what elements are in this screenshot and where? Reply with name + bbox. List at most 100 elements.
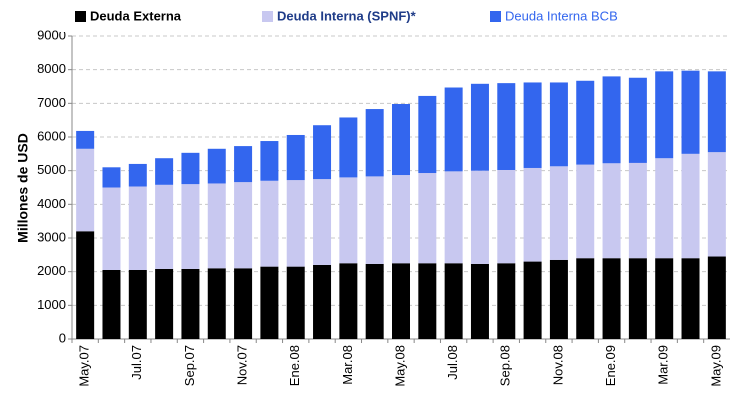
legend-label: Deuda Interna (SPNF)*: [277, 8, 417, 23]
bar-segment: [181, 268, 200, 339]
bar-segment: [549, 166, 568, 260]
bar-segment: [286, 180, 305, 267]
bar-segment: [549, 259, 568, 339]
bar-segment: [497, 263, 516, 339]
x-tick-label: Jul.07: [129, 345, 144, 380]
y-tick-label: 2000: [37, 263, 66, 278]
bar-segment: [128, 269, 147, 339]
y-tick-label: 4000: [37, 196, 66, 211]
x-tick-label: Jul.08: [445, 345, 460, 380]
bar-segment: [655, 158, 674, 259]
bar-segment: [155, 184, 174, 269]
bar-segment: [576, 258, 595, 339]
bar-segment: [260, 141, 279, 181]
bar-segment: [76, 148, 95, 232]
bar-segment: [207, 183, 226, 269]
legend-swatch: [490, 11, 501, 22]
x-tick-label: May.07: [77, 345, 92, 387]
bar-segment: [470, 83, 489, 171]
bar-segment: [681, 258, 700, 339]
bar-segment: [523, 167, 542, 262]
bar-segment: [76, 130, 95, 149]
bar-segment: [523, 82, 542, 168]
bar-segment: [655, 258, 674, 339]
bar-segment: [602, 163, 621, 259]
bar-segment: [602, 258, 621, 339]
y-tick-label: 8000: [37, 61, 66, 76]
bar-segment: [523, 261, 542, 339]
x-tick-label: Sep.07: [182, 345, 197, 386]
x-tick-label: May.08: [392, 345, 407, 387]
bar-segment: [681, 153, 700, 259]
bar-segment: [234, 182, 253, 269]
legend-swatch: [262, 11, 273, 22]
bar-segment: [655, 71, 674, 159]
x-tick-label: Nov.07: [235, 345, 250, 385]
bar-segment: [155, 158, 174, 185]
bar-segment: [207, 148, 226, 184]
bar-segment: [602, 76, 621, 164]
bar-segment: [418, 263, 437, 339]
bar-segment: [707, 71, 726, 153]
bar-segment: [549, 82, 568, 167]
bar-segment: [102, 187, 121, 270]
bar-segment: [681, 70, 700, 154]
bar-segment: [260, 266, 279, 339]
bar-segment: [128, 163, 147, 187]
bar-segment: [286, 266, 305, 339]
bar-segment: [497, 83, 516, 170]
bar-segment: [392, 263, 410, 339]
bar-segment: [365, 109, 384, 177]
bar-segment: [339, 117, 358, 178]
bar-segment: [576, 164, 595, 259]
x-tick-label: Mar.08: [340, 345, 355, 385]
bar-segment: [207, 268, 226, 339]
legend-label: Deuda Externa: [90, 8, 182, 23]
bar-segment: [234, 146, 253, 183]
x-tick-label: Sep.08: [498, 345, 513, 386]
bar-segment: [497, 169, 516, 264]
bar-segment: [102, 167, 121, 188]
bar-segment: [470, 170, 489, 264]
x-tick-label: Mar.09: [656, 345, 671, 385]
legend-bg: [60, 2, 730, 32]
bar-segment: [155, 268, 174, 339]
bar-segment: [313, 125, 332, 180]
legend-label: Deuda Interna BCB: [505, 8, 618, 23]
y-tick-label: 3000: [37, 229, 66, 244]
x-tick-label: Ene.08: [287, 345, 302, 386]
bar-segment: [628, 162, 647, 259]
bar-segment: [365, 263, 384, 339]
bar-segment: [365, 176, 384, 264]
y-tick-label: 1000: [37, 297, 66, 312]
y-tick-label: 0: [59, 330, 66, 345]
bar-segment: [313, 264, 332, 339]
bar-segment: [707, 256, 726, 339]
y-tick-label: 5000: [37, 162, 66, 177]
bar-segment: [339, 177, 358, 264]
y-tick-label: 7000: [37, 95, 66, 110]
bar-segment: [392, 104, 410, 176]
legend-swatch: [75, 11, 86, 22]
bar-segment: [234, 268, 253, 339]
bar-segment: [313, 179, 332, 265]
bar-segment: [181, 184, 200, 269]
bar-segment: [470, 263, 489, 339]
bar-segment: [392, 175, 410, 264]
bar-segment: [102, 269, 121, 339]
y-tick-label: 6000: [37, 128, 66, 143]
bar-segment: [628, 77, 647, 163]
y-tick-label: 9000: [37, 27, 66, 42]
y-axis-title: Millones de USD: [15, 133, 31, 243]
bar-segment: [444, 171, 463, 264]
bar-segment: [444, 87, 463, 172]
x-tick-label: Ene.09: [603, 345, 618, 386]
bar-segment: [707, 152, 726, 257]
bar-segment: [76, 231, 95, 339]
bar-segment: [418, 173, 437, 264]
bar-segment: [286, 134, 305, 181]
bar-segment: [128, 186, 147, 270]
bar-segment: [418, 95, 437, 174]
bar-segment: [260, 180, 279, 267]
